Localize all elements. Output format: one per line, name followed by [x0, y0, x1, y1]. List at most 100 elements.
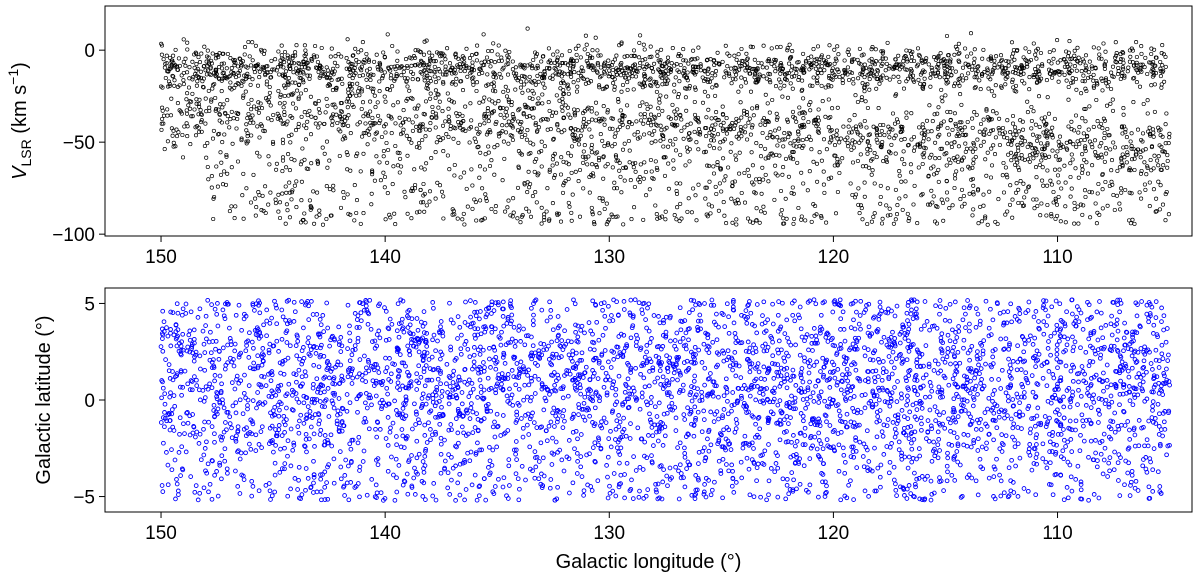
velocity-data-point [241, 95, 246, 100]
velocity-data-point [503, 209, 508, 214]
velocity-data-point [367, 66, 372, 71]
velocity-data-point [345, 192, 350, 197]
velocity-data-point [749, 150, 754, 155]
velocity-data-point [888, 151, 893, 156]
velocity-data-point [392, 78, 397, 83]
velocity-data-point [292, 183, 297, 188]
latitude-data-point [203, 313, 209, 319]
velocity-data-point [1025, 99, 1030, 104]
velocity-data-point [976, 221, 981, 226]
velocity-data-point [628, 178, 633, 183]
velocity-data-point [713, 184, 718, 189]
velocity-data-point [1073, 76, 1079, 82]
latitude-data-point [1116, 426, 1122, 432]
velocity-data-point [637, 180, 642, 185]
velocity-data-point [1116, 65, 1121, 71]
velocity-data-point [237, 56, 242, 61]
velocity-data-point [1102, 118, 1108, 123]
velocity-data-point [515, 78, 520, 83]
velocity-data-point [642, 132, 647, 137]
velocity-points [159, 26, 1172, 227]
velocity-data-point [711, 171, 717, 176]
velocity-data-point [1131, 76, 1136, 81]
velocity-data-point [159, 52, 164, 57]
velocity-data-point [859, 95, 864, 100]
latitude-data-point [212, 306, 218, 312]
velocity-data-point [427, 75, 432, 80]
velocity-data-point [954, 169, 959, 174]
velocity-data-point [298, 91, 304, 96]
latitude-data-point [438, 381, 443, 387]
velocity-data-point [196, 112, 201, 117]
velocity-data-point [289, 156, 294, 161]
velocity-data-point [1046, 111, 1052, 116]
velocity-data-point [404, 98, 409, 103]
latitude-data-point [904, 496, 910, 501]
velocity-data-point [823, 60, 828, 65]
velocity-data-point [945, 141, 950, 146]
velocity-data-point [331, 188, 336, 193]
velocity-data-point [401, 69, 406, 74]
velocity-data-point [469, 69, 474, 74]
velocity-data-point [456, 120, 461, 125]
velocity-data-point [436, 76, 441, 81]
velocity-data-point [853, 93, 858, 98]
latitude-data-point [290, 447, 296, 453]
velocity-data-point [856, 186, 861, 191]
velocity-data-point [721, 200, 726, 205]
velocity-data-point [1102, 62, 1107, 67]
latitude-data-point [912, 429, 918, 435]
velocity-data-point [305, 113, 310, 118]
velocity-data-point [1038, 141, 1044, 146]
velocity-data-point [1121, 106, 1126, 111]
velocity-data-point [880, 55, 885, 60]
velocity-data-point [555, 123, 560, 128]
velocity-data-point [456, 140, 461, 145]
velocity-data-point [1006, 63, 1011, 68]
velocity-data-point [951, 156, 956, 161]
velocity-data-point [694, 218, 699, 223]
velocity-data-point [660, 82, 665, 87]
velocity-data-point [207, 71, 212, 77]
velocity-data-point [519, 134, 524, 140]
velocity-data-point [852, 195, 858, 200]
velocity-data-point [975, 65, 980, 70]
velocity-data-point [607, 64, 612, 69]
velocity-data-point [530, 194, 535, 199]
velocity-data-point [281, 105, 286, 110]
velocity-data-point [160, 108, 165, 113]
velocity-data-point [303, 220, 308, 225]
latitude-data-point [428, 427, 433, 432]
velocity-data-point [1074, 68, 1079, 73]
velocity-data-point [605, 108, 610, 113]
velocity-data-point [619, 89, 624, 94]
velocity-data-point [652, 61, 657, 66]
velocity-data-point [889, 142, 894, 147]
velocity-data-point [750, 106, 755, 111]
velocity-data-point [382, 185, 387, 190]
velocity-data-point [902, 162, 907, 167]
velocity-data-point [510, 59, 515, 64]
velocity-data-point [790, 149, 795, 155]
latitude-data-point [1096, 420, 1101, 425]
velocity-data-point [766, 57, 771, 62]
velocity-data-point [271, 141, 276, 146]
velocity-data-point [841, 124, 846, 129]
velocity-data-point [628, 66, 633, 71]
velocity-data-point [1070, 157, 1075, 162]
velocity-data-point [590, 171, 595, 176]
velocity-data-point [727, 73, 732, 78]
velocity-data-point [1035, 69, 1040, 74]
velocity-data-point [1031, 72, 1036, 78]
velocity-data-point [1123, 130, 1128, 135]
velocity-data-point [1140, 131, 1146, 136]
velocity-data-point [851, 76, 856, 82]
velocity-data-point [319, 65, 324, 70]
velocity-data-point [980, 71, 985, 76]
velocity-data-point [637, 81, 642, 86]
velocity-data-point [715, 50, 720, 55]
velocity-data-point [303, 137, 309, 142]
velocity-data-point [936, 62, 941, 67]
velocity-data-point [377, 79, 382, 84]
velocity-data-point [1148, 60, 1153, 65]
